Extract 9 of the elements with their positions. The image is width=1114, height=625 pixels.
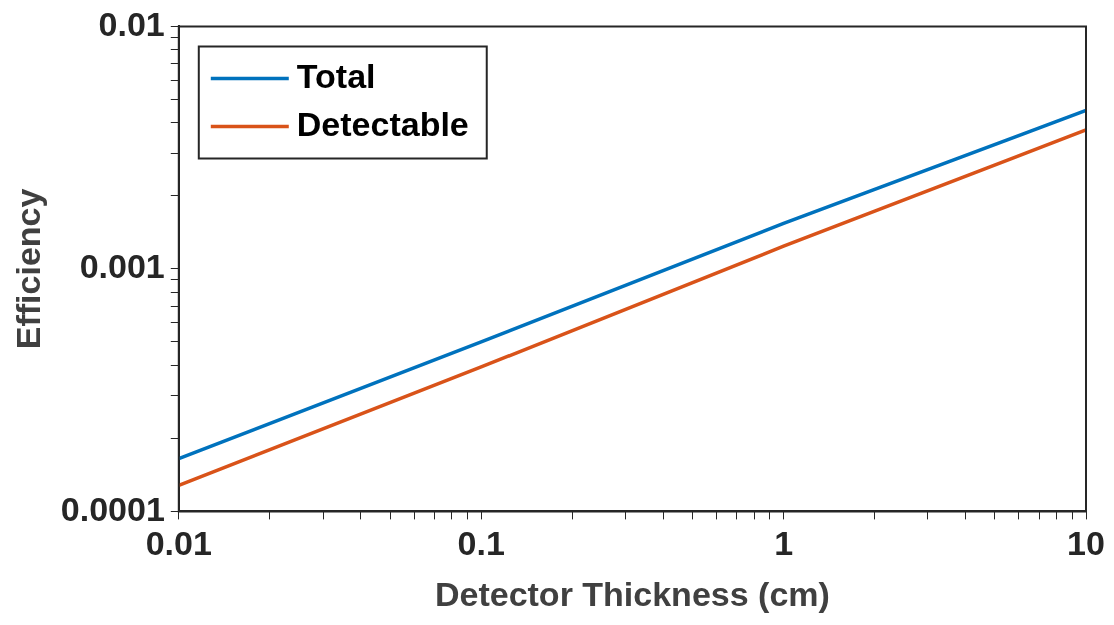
legend-label: Detectable <box>296 104 469 143</box>
y-tick-label: 0.001 <box>79 247 165 286</box>
y-tick-label: 0.01 <box>98 4 165 43</box>
legend-label: Total <box>296 56 376 95</box>
x-tick-label: 1 <box>774 524 794 563</box>
x-tick-label: 0.1 <box>457 524 505 563</box>
x-axis-title: Detector Thickness (cm) <box>434 574 830 613</box>
y-axis-title: Efficiency <box>8 188 47 350</box>
x-tick-label: 10 <box>1067 524 1105 563</box>
